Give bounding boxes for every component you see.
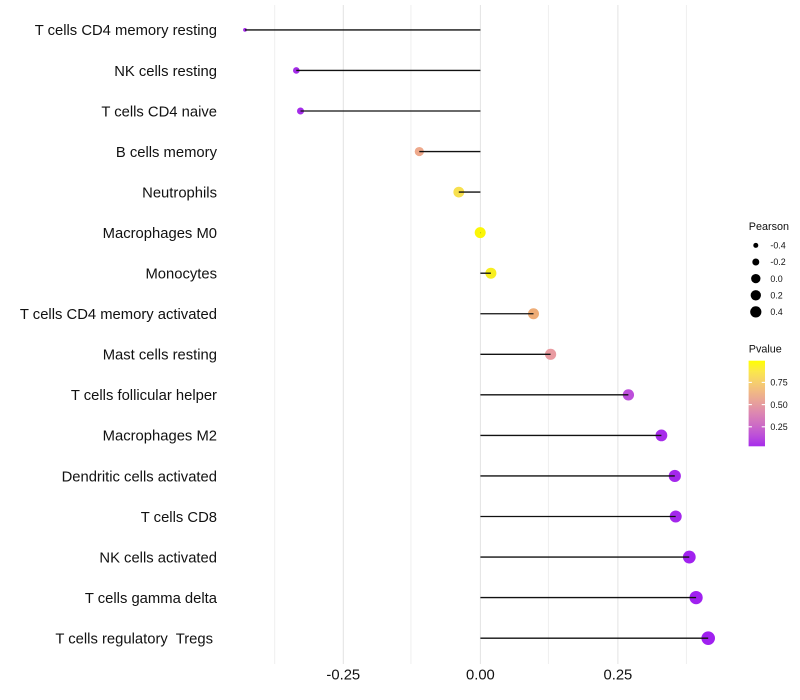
svg-text:NK cells resting: NK cells resting [114, 64, 217, 80]
svg-text:0.25: 0.25 [770, 422, 787, 432]
svg-text:0.0: 0.0 [770, 274, 782, 284]
svg-text:T cells CD8: T cells CD8 [141, 510, 217, 526]
svg-text:NK cells activated: NK cells activated [99, 550, 217, 566]
svg-text:T cells gamma delta: T cells gamma delta [85, 591, 218, 607]
svg-text:0.25: 0.25 [603, 667, 632, 683]
svg-text:T cells follicular helper: T cells follicular helper [71, 388, 217, 404]
svg-text:T cells CD4 naive: T cells CD4 naive [101, 104, 217, 120]
svg-text:-0.4: -0.4 [770, 241, 785, 251]
svg-text:Pvalue: Pvalue [749, 344, 782, 356]
svg-text:Dendritic cells activated: Dendritic cells activated [62, 469, 217, 485]
svg-text:Pearson: Pearson [749, 221, 789, 233]
svg-text:Neutrophils: Neutrophils [142, 185, 217, 201]
svg-text:Macrophages M2: Macrophages M2 [103, 429, 217, 445]
svg-text:Mast cells resting: Mast cells resting [103, 348, 217, 364]
svg-text:0.00: 0.00 [466, 667, 495, 683]
svg-text:T cells regulatory Tregs: T cells regulatory Tregs [55, 631, 213, 647]
svg-text:Monocytes: Monocytes [145, 267, 217, 283]
svg-text:-0.25: -0.25 [326, 667, 360, 683]
svg-text:0.4: 0.4 [770, 307, 782, 317]
svg-text:T cells CD4 memory resting: T cells CD4 memory resting [35, 23, 217, 39]
svg-text:0.75: 0.75 [770, 378, 787, 388]
svg-text:Macrophages M0: Macrophages M0 [103, 226, 217, 242]
svg-text:0.50: 0.50 [770, 400, 787, 410]
svg-text:T cells CD4 memory activated: T cells CD4 memory activated [20, 307, 217, 323]
svg-text:0.2: 0.2 [770, 291, 782, 301]
svg-text:-0.2: -0.2 [770, 257, 785, 267]
svg-text:B cells memory: B cells memory [116, 145, 218, 161]
